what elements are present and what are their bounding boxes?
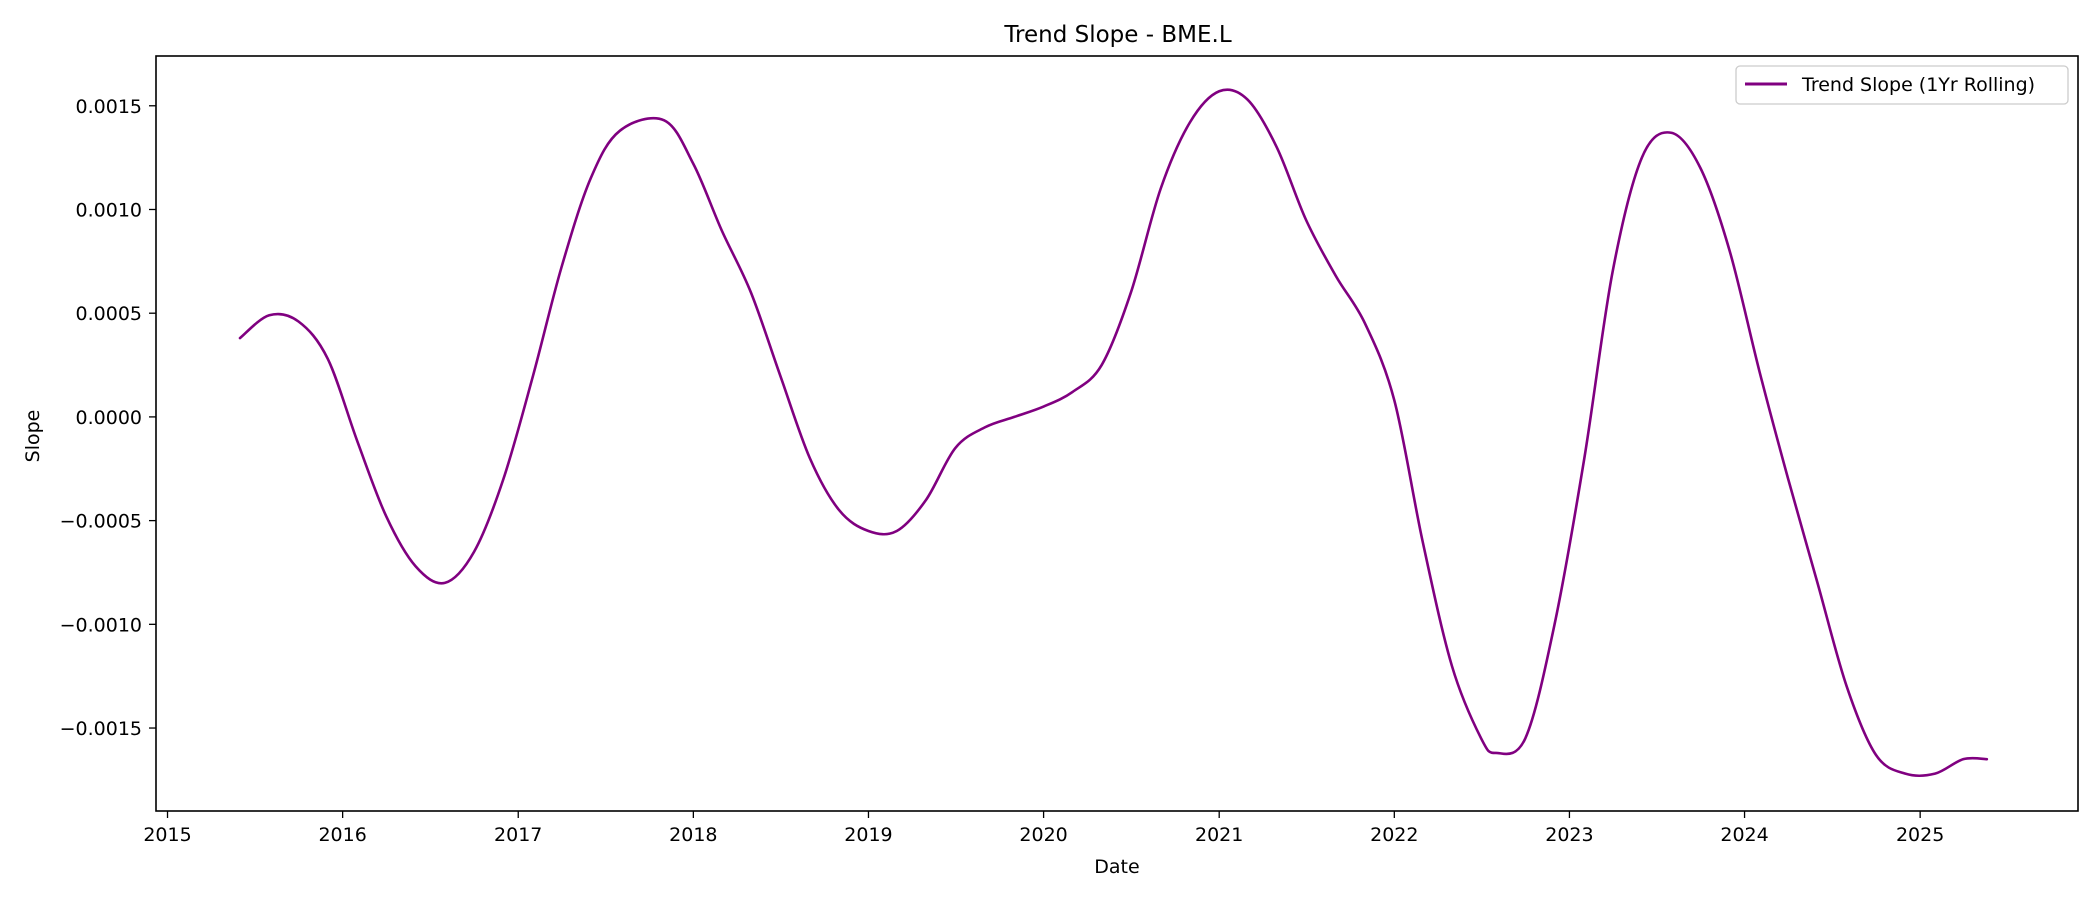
series-line-0	[238, 88, 1989, 778]
x-tick-label: 2020	[1019, 824, 1067, 846]
legend-label: Trend Slope (1Yr Rolling)	[1801, 74, 2035, 96]
x-tick-label: 2018	[669, 824, 717, 846]
legend-box	[1735, 65, 2069, 105]
y-tick-label: −0.0015	[60, 718, 142, 740]
x-axis: 2015 2016 2017 2018 2019 2020 2021 2022 2023 2024…	[143, 811, 1944, 846]
x-tick-label: 2022	[1370, 824, 1418, 846]
y-tick-label: 0.0015	[76, 96, 142, 118]
legend: Trend Slope (1Yr Rolling)	[1735, 65, 2069, 105]
x-tick-label: 2024	[1720, 824, 1768, 846]
plot-area	[155, 55, 2079, 812]
y-tick-label: 0.0000	[76, 407, 142, 429]
x-tick-label: 2021	[1195, 824, 1243, 846]
y-tick-label: 0.0010	[76, 199, 142, 221]
y-axis-title: Slope	[22, 410, 44, 463]
x-tick-label: 2016	[318, 824, 366, 846]
series-group	[238, 88, 1989, 778]
x-tick-label: 2023	[1545, 824, 1593, 846]
plot-frame	[155, 55, 2079, 812]
y-tick-label: −0.0010	[60, 614, 142, 636]
x-tick-label: 2025	[1896, 824, 1944, 846]
x-axis-title: Date	[1094, 856, 1139, 878]
x-tick-label: 2019	[844, 824, 892, 846]
x-tick-label: 2015	[143, 824, 191, 846]
x-tick-label: 2017	[494, 824, 542, 846]
y-tick-label: −0.0005	[60, 511, 142, 533]
y-tick-label: 0.0005	[76, 303, 142, 325]
y-axis: 0.0015 0.0010 0.0005 0.0000 −0.0005 −0.0010 −0…	[60, 96, 156, 740]
chart-title: Trend Slope - BME.L	[1003, 22, 1231, 48]
